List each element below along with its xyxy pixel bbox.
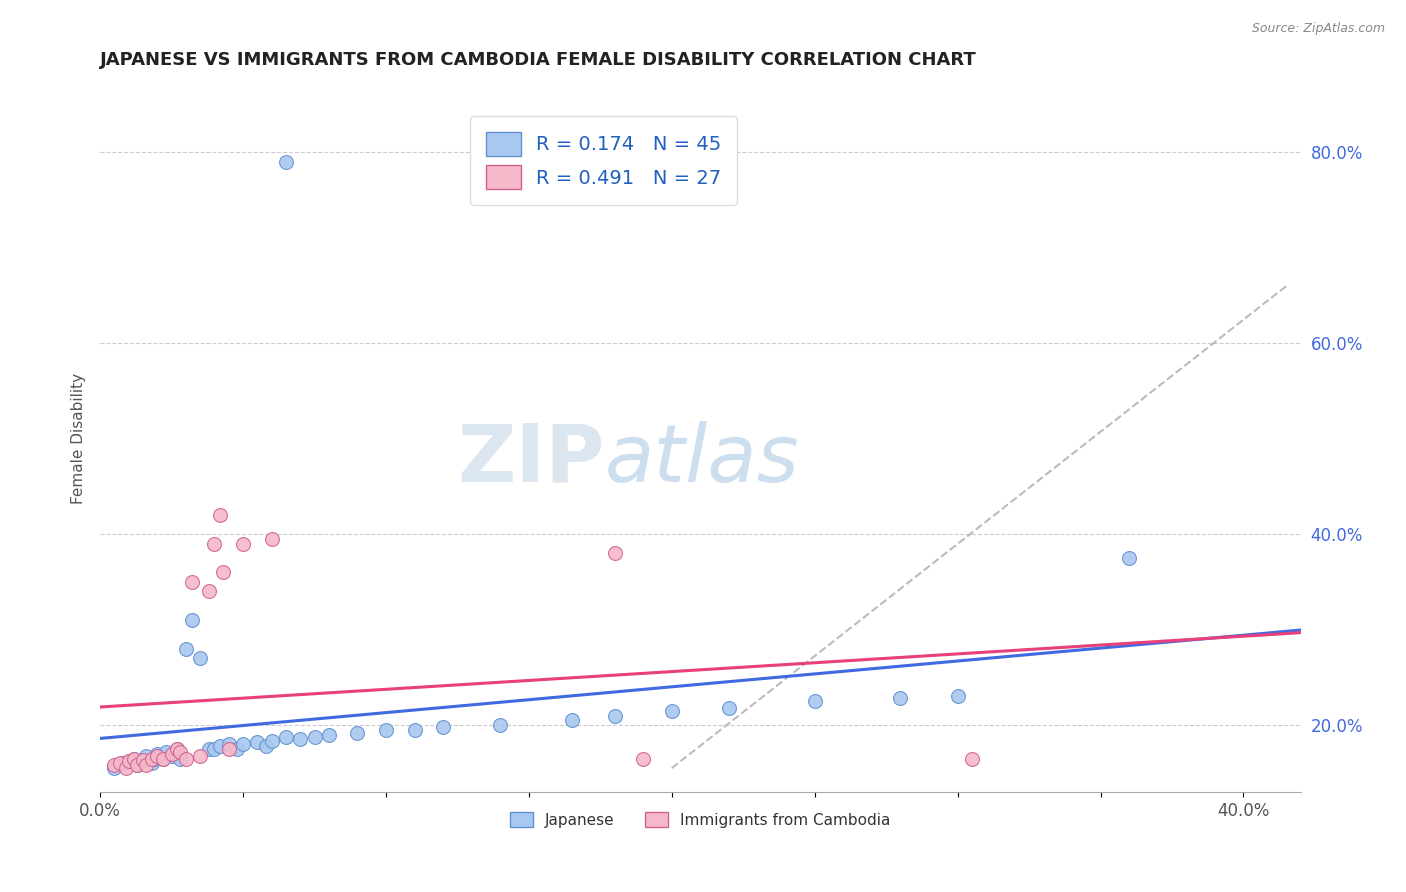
- Point: [160, 748, 183, 763]
- Point: [304, 730, 326, 744]
- Point: [209, 739, 232, 753]
- Point: [180, 613, 202, 627]
- Point: [174, 751, 197, 765]
- Point: [135, 748, 157, 763]
- Point: [118, 755, 141, 769]
- Point: [188, 651, 211, 665]
- Point: [346, 725, 368, 739]
- Point: [204, 742, 226, 756]
- Point: [108, 756, 131, 771]
- Point: [135, 758, 157, 772]
- Text: ZIP: ZIP: [457, 421, 605, 499]
- Legend: Japanese, Immigrants from Cambodia: Japanese, Immigrants from Cambodia: [503, 805, 897, 834]
- Point: [143, 751, 166, 765]
- Point: [375, 723, 398, 737]
- Point: [169, 745, 191, 759]
- Point: [146, 748, 169, 763]
- Point: [889, 691, 911, 706]
- Point: [226, 742, 249, 756]
- Point: [103, 758, 125, 772]
- Point: [166, 742, 188, 756]
- Point: [489, 718, 512, 732]
- Point: [209, 508, 232, 522]
- Point: [246, 735, 269, 749]
- Point: [260, 734, 283, 748]
- Point: [218, 742, 240, 756]
- Point: [717, 701, 740, 715]
- Point: [132, 754, 155, 768]
- Text: JAPANESE VS IMMIGRANTS FROM CAMBODIA FEMALE DISABILITY CORRELATION CHART: JAPANESE VS IMMIGRANTS FROM CAMBODIA FEM…: [100, 51, 977, 69]
- Point: [290, 732, 312, 747]
- Point: [180, 574, 202, 589]
- Point: [603, 546, 626, 560]
- Point: [160, 747, 183, 761]
- Point: [318, 728, 340, 742]
- Point: [232, 537, 254, 551]
- Point: [212, 566, 235, 580]
- Point: [132, 754, 155, 768]
- Text: atlas: atlas: [605, 421, 799, 499]
- Point: [127, 758, 149, 772]
- Y-axis label: Female Disability: Female Disability: [72, 373, 86, 504]
- Point: [197, 584, 219, 599]
- Point: [188, 748, 211, 763]
- Point: [960, 751, 983, 765]
- Point: [103, 761, 125, 775]
- Point: [115, 761, 138, 775]
- Point: [274, 154, 297, 169]
- Point: [152, 751, 174, 765]
- Point: [146, 747, 169, 761]
- Point: [1118, 551, 1140, 566]
- Point: [141, 756, 163, 771]
- Point: [197, 742, 219, 756]
- Point: [152, 751, 174, 765]
- Point: [803, 694, 825, 708]
- Point: [218, 737, 240, 751]
- Point: [204, 537, 226, 551]
- Point: [232, 737, 254, 751]
- Point: [404, 723, 426, 737]
- Point: [174, 641, 197, 656]
- Point: [946, 690, 969, 704]
- Point: [169, 751, 191, 765]
- Point: [631, 751, 654, 765]
- Point: [561, 714, 583, 728]
- Point: [166, 742, 188, 756]
- Point: [254, 739, 277, 753]
- Point: [661, 704, 683, 718]
- Point: [111, 756, 134, 771]
- Point: [118, 755, 141, 769]
- Point: [432, 720, 454, 734]
- Point: [155, 745, 177, 759]
- Point: [141, 751, 163, 765]
- Point: [127, 758, 149, 772]
- Point: [124, 751, 146, 765]
- Text: Source: ZipAtlas.com: Source: ZipAtlas.com: [1251, 22, 1385, 36]
- Point: [124, 751, 146, 765]
- Point: [603, 708, 626, 723]
- Point: [274, 730, 297, 744]
- Point: [260, 532, 283, 546]
